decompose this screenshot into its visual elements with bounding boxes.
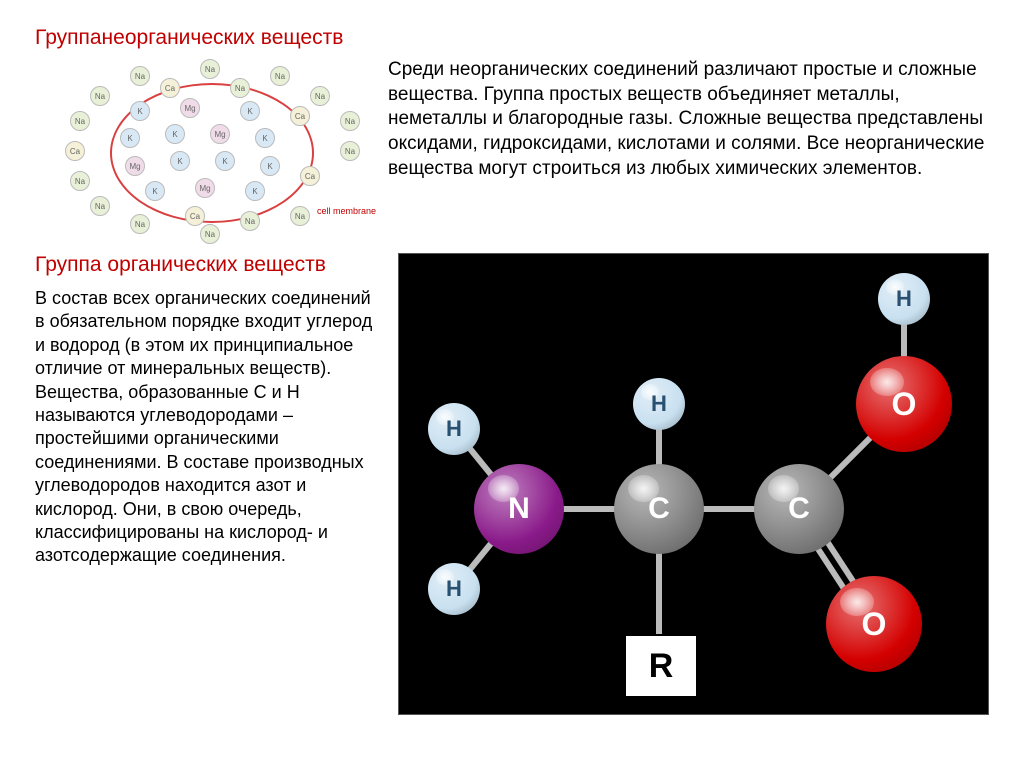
ion-k: K: [130, 101, 150, 121]
atom-h: H: [878, 273, 930, 325]
atom-label: O: [892, 386, 917, 423]
ion-na: Na: [240, 211, 260, 231]
membrane-label: cell membrane: [317, 206, 376, 216]
ion-mg: Mg: [125, 156, 145, 176]
ion-na: Na: [290, 206, 310, 226]
ion-ca: Ca: [185, 206, 205, 226]
atom-c: C: [754, 464, 844, 554]
ion-mg: Mg: [180, 98, 200, 118]
atom-label: H: [896, 286, 912, 312]
ion-k: K: [215, 151, 235, 171]
ion-na: Na: [270, 66, 290, 86]
atom-h: H: [633, 378, 685, 430]
inorganic-title: Группанеорганических веществ: [35, 26, 989, 50]
ion-na: Na: [200, 59, 220, 79]
left-column: Группа органических веществ В состав все…: [35, 253, 380, 715]
ion-na: Na: [310, 86, 330, 106]
ion-na: Na: [200, 224, 220, 244]
ion-k: K: [165, 124, 185, 144]
atom-label: H: [446, 416, 462, 442]
ion-k: K: [260, 156, 280, 176]
ion-k: K: [245, 181, 265, 201]
ion-na: Na: [340, 111, 360, 131]
ion-ca: Ca: [290, 106, 310, 126]
inorganic-paragraph: Среди неорганических соединений различаю…: [388, 56, 989, 181]
atom-o: O: [856, 356, 952, 452]
atom-label: C: [648, 492, 670, 526]
bottom-row: Группа органических веществ В состав все…: [35, 253, 989, 715]
atom-h: H: [428, 403, 480, 455]
atom-label: H: [446, 576, 462, 602]
ion-k: K: [145, 181, 165, 201]
atom-c: C: [614, 464, 704, 554]
ion-k: K: [120, 128, 140, 148]
ion-mg: Mg: [210, 124, 230, 144]
ion-ca: Ca: [65, 141, 85, 161]
atom-label: O: [862, 606, 887, 643]
ion-k: K: [255, 128, 275, 148]
ion-na: Na: [130, 66, 150, 86]
ion-mg: Mg: [195, 178, 215, 198]
r-group: R: [624, 634, 698, 698]
molecule-diagram: N C C O O H H H H R: [398, 253, 989, 715]
ion-na: Na: [70, 171, 90, 191]
ion-na: Na: [70, 111, 90, 131]
atom-o: O: [826, 576, 922, 672]
ion-k: K: [240, 101, 260, 121]
ion-na: Na: [90, 196, 110, 216]
atom-h: H: [428, 563, 480, 615]
organic-paragraph: В состав всех органических соединений в …: [35, 287, 380, 568]
ion-k: K: [170, 151, 190, 171]
organic-title: Группа органических веществ: [35, 253, 380, 277]
ion-na: Na: [230, 78, 250, 98]
atom-label: H: [651, 391, 667, 417]
atom-n: N: [474, 464, 564, 554]
ion-na: Na: [90, 86, 110, 106]
cell-membrane-diagram: NaNaNaNaCaNaNaNaKMgKCaNaCaKKMgKNaNaMgKKK…: [35, 56, 380, 241]
atom-label: C: [788, 492, 810, 526]
top-row: NaNaNaNaCaNaNaNaKMgKCaNaCaKKMgKNaNaMgKKK…: [35, 56, 989, 241]
ion-ca: Ca: [160, 78, 180, 98]
atom-label: N: [508, 492, 530, 526]
ion-na: Na: [340, 141, 360, 161]
ion-ca: Ca: [300, 166, 320, 186]
ion-na: Na: [130, 214, 150, 234]
